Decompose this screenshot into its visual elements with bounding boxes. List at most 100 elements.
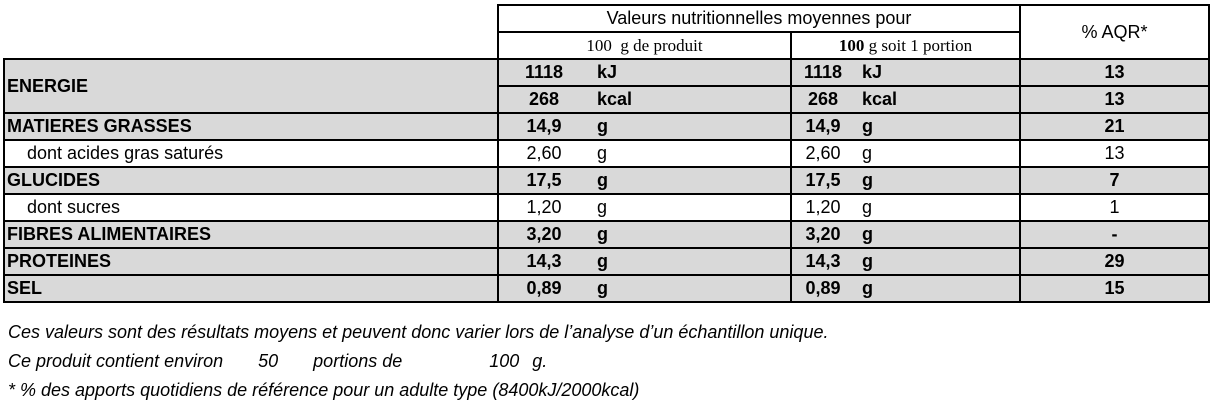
value-100g: 0,89 xyxy=(526,278,562,298)
unit-100g: g xyxy=(597,170,608,190)
unit-portion: g xyxy=(862,116,873,136)
aqr-value: - xyxy=(1019,220,1210,249)
unit-portion: kJ xyxy=(862,62,883,82)
unit-portion: g xyxy=(862,197,873,217)
unit-portion: g xyxy=(862,278,873,298)
header-col2-qty: 100 xyxy=(838,36,865,55)
unit-100g: g xyxy=(597,251,608,271)
note-portions-text: Ce produit contient environ xyxy=(8,351,224,371)
row-glucides: GLUCIDES 17,5 g 17,5 g 7 xyxy=(3,166,1210,195)
row-dont-sucres: dont sucres 1,20 g 1,20 g 1 xyxy=(3,193,1210,222)
value-100g-cell: 2,60 g xyxy=(497,139,792,168)
value-portion: 268 xyxy=(807,89,839,109)
value-100g: 14,3 xyxy=(526,251,562,271)
aqr-value: 7 xyxy=(1019,166,1210,195)
value-100g-cell: 1118 kJ xyxy=(497,58,792,87)
row-label: dont acides gras saturés xyxy=(3,139,499,168)
note-portion-unit: g. xyxy=(532,351,548,371)
header-blank-cell xyxy=(4,5,499,60)
value-100g-cell: 1,20 g xyxy=(497,193,792,222)
value-100g: 14,9 xyxy=(526,116,562,136)
row-label: ENERGIE xyxy=(3,58,499,114)
value-100g-cell: 0,89 g xyxy=(497,274,792,303)
unit-portion: kcal xyxy=(862,89,898,109)
unit-100g: g xyxy=(597,143,608,163)
value-100g-cell: 268 kcal xyxy=(497,85,792,114)
note-portions-count: 50 xyxy=(258,351,279,371)
row-label: GLUCIDES xyxy=(3,166,499,195)
value-portion: 0,89 xyxy=(805,278,841,298)
value-100g-cell: 17,5 g xyxy=(497,166,792,195)
value-portion-cell: 1118 kJ xyxy=(790,58,1021,87)
value-100g: 268 xyxy=(528,89,560,109)
value-100g: 1118 xyxy=(524,62,564,82)
note-line-3: * % des apports quotidiens de référence … xyxy=(8,380,640,400)
unit-portion: g xyxy=(862,251,873,271)
value-100g: 3,20 xyxy=(526,224,562,244)
value-portion-cell: 1,20 g xyxy=(790,193,1021,222)
note-portion-qty: 100 xyxy=(489,351,520,371)
unit-100g: kcal xyxy=(597,89,633,109)
aqr-value: 13 xyxy=(1019,58,1210,87)
value-portion: 17,5 xyxy=(805,170,841,190)
value-portion-cell: 2,60 g xyxy=(790,139,1021,168)
header-row-2: 100 g de produit 100 g soit 1 portion xyxy=(4,31,1209,60)
nutrition-table: Valeurs nutritionnelles moyennes pour % … xyxy=(3,4,1210,303)
value-100g: 1,20 xyxy=(526,197,562,217)
note-line-2: Ce produit contient environ 50 portions … xyxy=(8,347,828,376)
value-100g: 17,5 xyxy=(526,170,562,190)
footnotes: Ces valeurs sont des résultats moyens et… xyxy=(8,318,828,405)
header-col2-unit: g soit 1 portion xyxy=(868,36,973,55)
row-label: dont sucres xyxy=(3,193,499,222)
value-portion: 14,3 xyxy=(805,251,841,271)
row-energie-kj: ENERGIE 1118 kJ 1118 kJ 13 xyxy=(3,58,1210,114)
unit-portion: g xyxy=(862,170,873,190)
unit-100g: g xyxy=(597,224,608,244)
row-label: SEL xyxy=(3,274,499,303)
unit-100g: kJ xyxy=(597,62,618,82)
row-label: MATIERES GRASSES xyxy=(3,112,499,141)
value-portion-cell: 0,89 g xyxy=(790,274,1021,303)
header-per-100g: 100 g de produit xyxy=(497,31,792,60)
value-portion: 3,20 xyxy=(805,224,841,244)
value-portion: 1,20 xyxy=(805,197,841,217)
unit-portion: g xyxy=(862,143,873,163)
value-portion: 2,60 xyxy=(805,143,841,163)
value-100g: 2,60 xyxy=(526,143,562,163)
value-portion-cell: 14,9 g xyxy=(790,112,1021,141)
aqr-value: 1 xyxy=(1019,193,1210,222)
value-portion-cell: 17,5 g xyxy=(790,166,1021,195)
row-proteines: PROTEINES 14,3 g 14,3 g 29 xyxy=(3,247,1210,276)
row-matieres-grasses: MATIERES GRASSES 14,9 g 14,9 g 21 xyxy=(3,112,1210,141)
row-acides-gras-satures: dont acides gras saturés 2,60 g 2,60 g 13 xyxy=(3,139,1210,168)
value-portion-cell: 268 kcal xyxy=(790,85,1021,114)
unit-100g: g xyxy=(597,116,608,136)
aqr-value: 15 xyxy=(1019,274,1210,303)
value-100g-cell: 3,20 g xyxy=(497,220,792,249)
unit-100g: g xyxy=(597,278,608,298)
aqr-value: 13 xyxy=(1019,139,1210,168)
row-fibres-alimentaires: FIBRES ALIMENTAIRES 3,20 g 3,20 g - xyxy=(3,220,1210,249)
note-portions-of: portions de xyxy=(313,351,403,371)
value-100g-cell: 14,9 g xyxy=(497,112,792,141)
unit-100g: g xyxy=(597,197,608,217)
header-col1-qty: 100 xyxy=(586,36,612,55)
row-label: PROTEINES xyxy=(3,247,499,276)
aqr-value: 13 xyxy=(1019,85,1210,114)
aqr-value: 21 xyxy=(1019,112,1210,141)
unit-portion: g xyxy=(862,224,873,244)
row-label: FIBRES ALIMENTAIRES xyxy=(3,220,499,249)
header-title: Valeurs nutritionnelles moyennes pour xyxy=(497,4,1021,33)
value-portion-cell: 14,3 g xyxy=(790,247,1021,276)
note-line-1: Ces valeurs sont des résultats moyens et… xyxy=(8,322,829,342)
row-energie-kcal: 268 kcal 268 kcal 13 xyxy=(4,85,1210,114)
value-100g-cell: 14,3 g xyxy=(497,247,792,276)
header-row-1: Valeurs nutritionnelles moyennes pour % … xyxy=(4,4,1210,60)
row-sel: SEL 0,89 g 0,89 g 15 xyxy=(3,274,1210,303)
value-portion: 14,9 xyxy=(805,116,841,136)
header-per-portion: 100 g soit 1 portion xyxy=(790,31,1021,60)
aqr-value: 29 xyxy=(1019,247,1210,276)
value-portion: 1118 xyxy=(803,62,843,82)
header-col1-unit: g de produit xyxy=(620,36,703,55)
value-portion-cell: 3,20 g xyxy=(790,220,1021,249)
